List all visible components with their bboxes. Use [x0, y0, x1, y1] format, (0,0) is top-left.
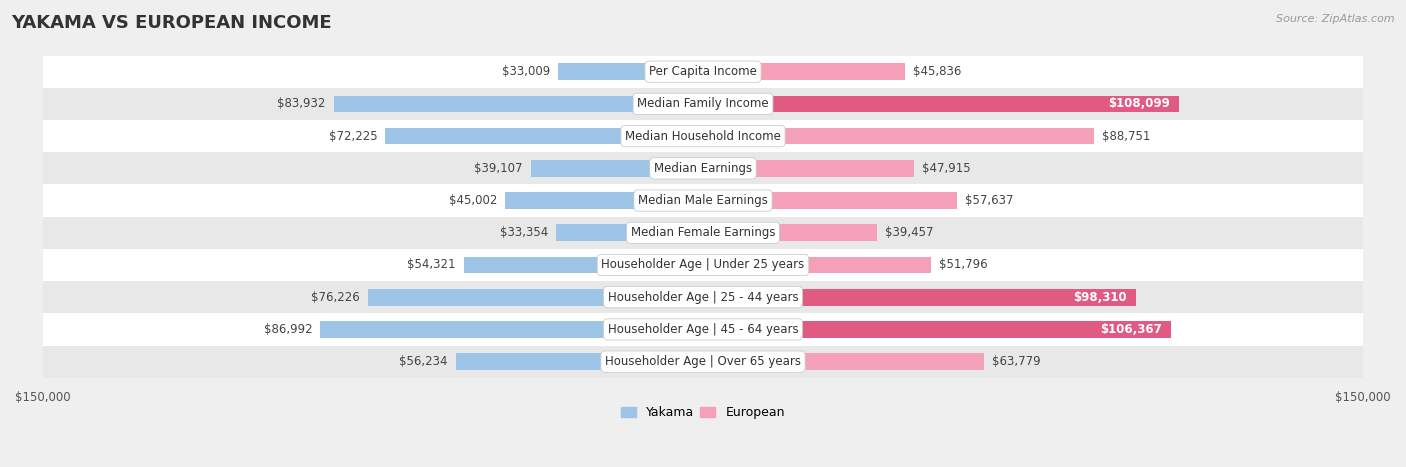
Text: YAKAMA VS EUROPEAN INCOME: YAKAMA VS EUROPEAN INCOME: [11, 14, 332, 32]
Bar: [531, 160, 703, 177]
Text: $98,310: $98,310: [1073, 290, 1126, 304]
Bar: [333, 96, 703, 112]
Text: $108,099: $108,099: [1108, 98, 1170, 110]
Bar: [321, 321, 703, 338]
Text: $33,009: $33,009: [502, 65, 550, 78]
Bar: [703, 321, 1171, 338]
Text: $106,367: $106,367: [1101, 323, 1163, 336]
Text: $72,225: $72,225: [329, 130, 377, 142]
Text: Median Male Earnings: Median Male Earnings: [638, 194, 768, 207]
Text: $33,354: $33,354: [501, 226, 548, 239]
Bar: [703, 289, 1136, 305]
Bar: [703, 224, 877, 241]
Text: $54,321: $54,321: [408, 259, 456, 271]
Text: $57,637: $57,637: [965, 194, 1014, 207]
Text: $88,751: $88,751: [1101, 130, 1150, 142]
Text: $86,992: $86,992: [263, 323, 312, 336]
Bar: [42, 56, 1364, 88]
Text: $39,457: $39,457: [884, 226, 934, 239]
Bar: [42, 313, 1364, 346]
Text: $63,779: $63,779: [991, 355, 1040, 368]
Bar: [456, 353, 703, 370]
Text: Source: ZipAtlas.com: Source: ZipAtlas.com: [1277, 14, 1395, 24]
Legend: Yakama, European: Yakama, European: [616, 401, 790, 424]
Bar: [385, 128, 703, 144]
Text: $45,836: $45,836: [912, 65, 962, 78]
Bar: [703, 64, 904, 80]
Text: $51,796: $51,796: [939, 259, 987, 271]
Text: $47,915: $47,915: [922, 162, 970, 175]
Bar: [42, 184, 1364, 217]
Bar: [42, 249, 1364, 281]
Bar: [42, 88, 1364, 120]
Bar: [703, 128, 1094, 144]
Text: $56,234: $56,234: [399, 355, 447, 368]
Bar: [558, 64, 703, 80]
Bar: [703, 353, 984, 370]
Text: Median Earnings: Median Earnings: [654, 162, 752, 175]
Bar: [367, 289, 703, 305]
Bar: [703, 160, 914, 177]
Text: Per Capita Income: Per Capita Income: [650, 65, 756, 78]
Bar: [703, 256, 931, 273]
Bar: [42, 120, 1364, 152]
Text: Householder Age | Under 25 years: Householder Age | Under 25 years: [602, 259, 804, 271]
Bar: [464, 256, 703, 273]
Bar: [42, 217, 1364, 249]
Bar: [42, 152, 1364, 184]
Bar: [703, 192, 956, 209]
Text: Householder Age | 25 - 44 years: Householder Age | 25 - 44 years: [607, 290, 799, 304]
Text: Householder Age | 45 - 64 years: Householder Age | 45 - 64 years: [607, 323, 799, 336]
Bar: [557, 224, 703, 241]
Text: $39,107: $39,107: [474, 162, 523, 175]
Text: $45,002: $45,002: [449, 194, 496, 207]
Bar: [42, 346, 1364, 378]
Text: Median Female Earnings: Median Female Earnings: [631, 226, 775, 239]
Bar: [703, 96, 1178, 112]
Text: Median Household Income: Median Household Income: [626, 130, 780, 142]
Text: $76,226: $76,226: [311, 290, 360, 304]
Text: Householder Age | Over 65 years: Householder Age | Over 65 years: [605, 355, 801, 368]
Bar: [42, 281, 1364, 313]
Text: Median Family Income: Median Family Income: [637, 98, 769, 110]
Bar: [505, 192, 703, 209]
Text: $83,932: $83,932: [277, 98, 326, 110]
